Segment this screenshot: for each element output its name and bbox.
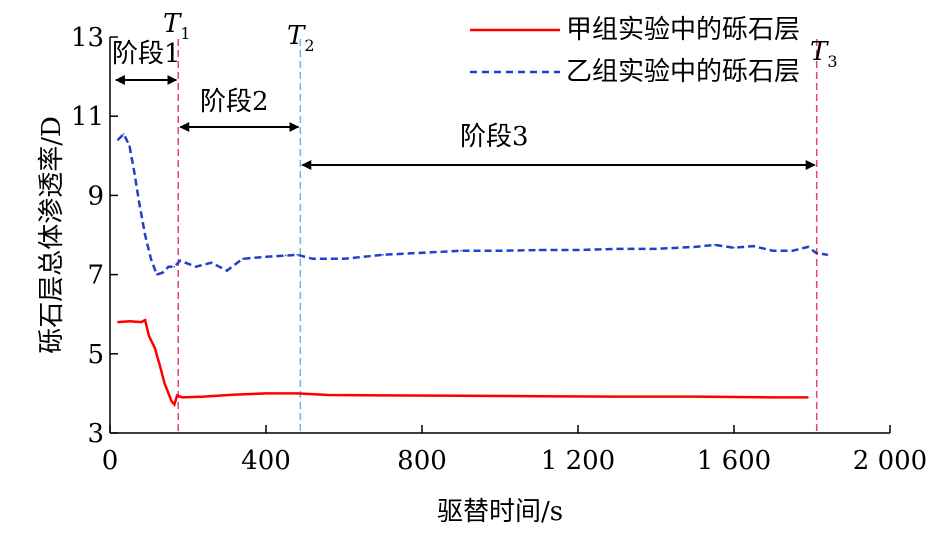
series-point (167, 265, 170, 268)
stage2-label: 阶段2 (200, 87, 269, 117)
series-point (296, 392, 299, 395)
x-axis-title: 驱替时间/s (437, 497, 563, 527)
series-point (173, 265, 176, 268)
series-point (210, 261, 213, 264)
t3-label: T3 (810, 37, 838, 71)
x-tick-label: 400 (241, 446, 291, 476)
series-point (150, 258, 152, 260)
series-point (167, 392, 170, 395)
legend-label-b: 乙组实验中的砾石层 (566, 57, 800, 87)
series-point (195, 265, 197, 268)
series-point (772, 250, 774, 252)
series-point (826, 254, 829, 256)
series-point (265, 255, 267, 258)
series-point (713, 244, 716, 246)
t2-label: T2 (287, 21, 315, 55)
series-point (170, 400, 173, 403)
series-point (154, 347, 156, 349)
series-point (296, 254, 299, 256)
x-tick-label: 1 600 (697, 446, 771, 476)
y-axis-title: 砾石层总体渗透率/D (37, 116, 67, 354)
series-point (144, 234, 146, 236)
series-point (122, 133, 125, 135)
series-point (499, 250, 501, 252)
series-point (179, 259, 181, 262)
y-tick-label: 11 (71, 102, 104, 132)
series-point (460, 250, 462, 252)
series-point (752, 245, 755, 247)
series-point (577, 249, 579, 251)
series-point (343, 258, 345, 260)
y-tick-label: 5 (87, 340, 104, 370)
series-point (772, 396, 774, 399)
t1-label: T1 (163, 9, 191, 43)
series-point (202, 395, 205, 398)
series-point (148, 335, 150, 337)
series-line-a (117, 318, 809, 408)
series-point (173, 403, 176, 406)
series-point (128, 320, 131, 323)
series-point (538, 395, 540, 398)
y-tick-label: 7 (87, 261, 104, 291)
series-point (156, 273, 158, 276)
series-point (460, 395, 462, 397)
series-point (655, 248, 657, 250)
x-tick-label: 0 (102, 446, 119, 476)
series-point (421, 252, 423, 254)
series-point (327, 394, 330, 396)
series-point (181, 396, 183, 399)
series-point (133, 170, 135, 173)
series-point (163, 382, 166, 385)
series-point (117, 139, 119, 141)
series-point (382, 394, 384, 397)
y-tick-label: 13 (71, 23, 104, 53)
series-point (226, 269, 228, 272)
series-point (138, 202, 141, 205)
series-point (791, 250, 794, 252)
series-point (815, 252, 817, 254)
series-point (144, 319, 146, 321)
series-point (312, 258, 314, 260)
x-tick-label: 2 000 (853, 446, 927, 476)
series-point (159, 364, 161, 367)
y-tick-label: 3 (87, 419, 104, 449)
series-point (694, 246, 696, 248)
series-point (616, 395, 618, 398)
series-point (807, 396, 809, 399)
series-point (234, 393, 236, 396)
series-point (128, 145, 131, 147)
series-point (140, 321, 142, 323)
series-point (265, 392, 267, 395)
series-line-b (116, 131, 828, 277)
series-point (694, 395, 696, 398)
x-tick-label: 1 200 (541, 446, 615, 476)
series-point (176, 394, 178, 397)
stage3-label: 阶段3 (460, 122, 529, 152)
series-point (241, 258, 244, 260)
series-point (733, 246, 735, 249)
stage1-label: 阶段1 (112, 39, 181, 69)
series-point (117, 321, 119, 323)
series-point (161, 271, 164, 274)
series-point (616, 248, 618, 250)
legend-label-a: 甲组实验中的砾石层 (566, 15, 800, 45)
series-point (284, 254, 287, 257)
series-point (538, 249, 540, 251)
x-tick-label: 800 (397, 446, 447, 476)
series-point (382, 254, 384, 256)
series-point (807, 246, 809, 248)
y-tick-label: 9 (87, 181, 104, 211)
plot-area: 3 5 7 9 11 13 0 400 800 1 200 1 600 2 000 (71, 23, 927, 476)
